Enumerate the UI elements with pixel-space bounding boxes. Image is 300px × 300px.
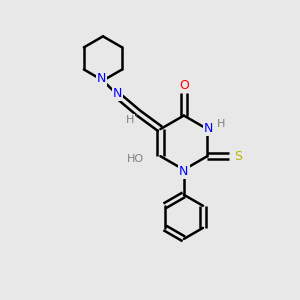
Text: N: N xyxy=(204,122,214,135)
Text: O: O xyxy=(179,79,189,92)
Text: HO: HO xyxy=(127,154,144,164)
Text: H: H xyxy=(217,119,226,129)
Text: N: N xyxy=(179,165,188,178)
Text: H: H xyxy=(126,115,134,125)
Text: S: S xyxy=(234,150,242,163)
Text: N: N xyxy=(113,87,122,100)
Text: N: N xyxy=(97,72,106,85)
